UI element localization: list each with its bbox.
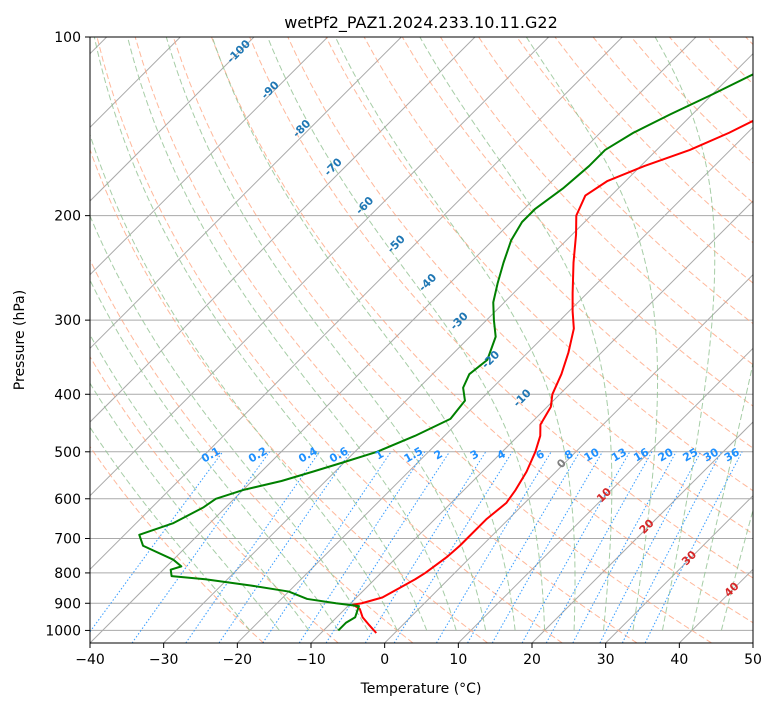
mixing-ratio-line — [393, 451, 513, 643]
x-tick-label: −30 — [149, 652, 179, 668]
moist-adiabat-line — [419, 37, 613, 631]
y-tick-label: 500 — [54, 445, 81, 461]
dry-adiabat-line — [134, 37, 638, 643]
mixing-ratio-line — [262, 451, 392, 643]
moist-adiabat-line — [127, 37, 457, 631]
moist-adiabat-line — [90, 133, 398, 631]
dry-adiabat-line — [90, 355, 339, 643]
chart-title: wetPf2_PAZ1.2024.233.10.11.G22 — [284, 13, 558, 33]
y-tick-label: 300 — [54, 313, 81, 329]
mixing-ratio-line — [521, 451, 631, 643]
plot-frame — [89, 36, 754, 644]
dry-adiabat-line — [211, 37, 753, 624]
y-tick-label: 100 — [54, 30, 81, 46]
isotherm-line — [384, 273, 753, 643]
y-tick-label: 600 — [54, 492, 81, 508]
background-lines — [90, 37, 753, 643]
mixing-ratio-line — [572, 451, 677, 643]
mixing-ratio-line — [599, 451, 702, 643]
dewpoint-line — [138, 73, 753, 632]
dry-adiabat-line — [96, 37, 563, 643]
x-tick-label: −40 — [75, 652, 105, 668]
y-tick-label: 800 — [54, 566, 81, 582]
x-tick-label: −10 — [296, 652, 326, 668]
mixing-ratio-line — [364, 451, 487, 643]
dry-adiabat-line — [401, 37, 753, 407]
mixing-ratio-line — [185, 451, 320, 643]
mixing-ratio-line — [218, 451, 351, 643]
dry-adiabat-line — [516, 37, 753, 284]
x-tick-label: 50 — [744, 652, 762, 668]
moist-adiabat-line — [691, 361, 753, 631]
y-tick-label: 400 — [54, 387, 81, 403]
dry-adiabat-line — [249, 37, 753, 579]
dry-adiabat-line — [90, 445, 264, 643]
isotherm-line — [531, 421, 753, 643]
axes: −40 −30 −20 −10 0 10 20 30 40 50 100 200 300 400 500 60… — [45, 30, 762, 668]
moist-adiabat-line — [90, 426, 251, 631]
mixing-ratio-line — [621, 451, 722, 643]
grid-layer — [90, 37, 753, 643]
isotherm-line — [90, 37, 402, 350]
moist-adiabat-line — [334, 37, 576, 631]
dry-adiabat-line — [440, 37, 753, 366]
moist-adiabat-line — [654, 37, 716, 631]
y-tick-label: 200 — [54, 209, 81, 225]
mixing-ratio-line — [644, 451, 743, 643]
isotherm-line — [90, 37, 476, 423]
isotherm-line — [90, 37, 329, 276]
dry-adiabat-line — [287, 37, 753, 535]
isotherm-line — [90, 37, 623, 571]
moist-adiabat-line — [90, 214, 369, 631]
moist-adiabat-line — [525, 37, 659, 631]
mixing-ratio-line — [131, 451, 271, 643]
x-tick-label: 0 — [380, 652, 389, 668]
x-tick-label: 20 — [523, 652, 541, 668]
moist-adiabat-line — [165, 37, 487, 631]
temperature-line — [351, 119, 753, 634]
isotherm-line — [163, 52, 753, 643]
dry-adiabat-line — [90, 148, 488, 643]
mixing-ratio-line — [435, 451, 552, 643]
x-tick-label: −20 — [223, 652, 253, 668]
y-tick-label: 900 — [54, 596, 81, 612]
dry-adiabat-line — [172, 37, 712, 643]
x-tick-label: 30 — [597, 652, 615, 668]
mixing-ratio-line — [325, 451, 450, 643]
mixing-ratio-line — [298, 451, 426, 643]
x-tick-label: 40 — [670, 652, 688, 668]
dry-adiabat-line — [90, 258, 414, 643]
isotherm-line — [457, 347, 753, 643]
profile-lines — [138, 73, 753, 634]
x-axis-label: Temperature (°C) — [360, 681, 482, 697]
moist-adiabat-line — [93, 37, 428, 631]
moist-adiabat-line — [90, 382, 280, 631]
moist-adiabat-line — [211, 37, 516, 631]
isotherm-line — [90, 37, 255, 202]
y-tick-label: 700 — [54, 532, 81, 548]
y-axis-label: Pressure (hPa) — [12, 290, 28, 390]
isotherm-line — [605, 494, 753, 643]
x-tick-label: 10 — [449, 652, 467, 668]
y-tick-label: 1000 — [45, 623, 81, 639]
isotherm-line — [90, 37, 550, 497]
isotherm-line — [236, 126, 753, 643]
isotherm-line — [90, 37, 697, 643]
mixing-ratio-line — [90, 451, 224, 633]
mixing-ratio-line — [545, 451, 653, 643]
